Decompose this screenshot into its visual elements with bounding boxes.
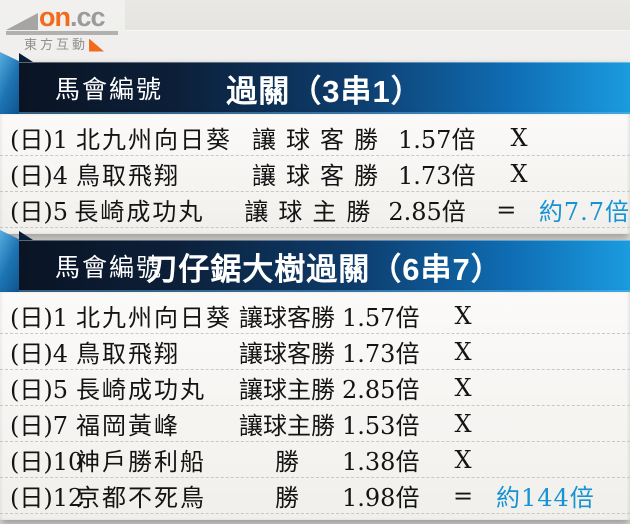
- table-row: (日)7 福岡黃峰 讓球主勝 1.53倍 X: [0, 406, 630, 442]
- team-name: 北九州向日葵: [76, 304, 232, 332]
- multiply-mark: X: [454, 409, 472, 438]
- team-name: 長崎成功丸: [76, 376, 206, 404]
- multiply-mark: X: [510, 159, 528, 188]
- odds-value: 1.98倍: [342, 484, 420, 512]
- ribbon-fold-top: [19, 231, 33, 240]
- team-name: 鳥取飛翔: [76, 340, 180, 368]
- bet-type: 讓球客勝: [239, 340, 335, 368]
- match-number: (日)1: [10, 304, 68, 332]
- table-row: (日)1 北九州向日葵 讓球客勝 1.57倍 X: [0, 120, 630, 156]
- table-row: (日)1 北九州向日葵 讓球客勝 1.57倍 X: [0, 298, 630, 334]
- oncc-logo[interactable]: on .cc 東方互動: [6, 2, 136, 53]
- table-row: (日)12 京都不死鳥 勝 1.98倍 = 約144倍: [0, 478, 630, 514]
- match-number: (日)7: [10, 412, 68, 440]
- table-header-band: 馬會編號 過關（3串1）: [0, 52, 630, 128]
- multiply-mark: X: [510, 123, 528, 152]
- ribbon-tail: [0, 52, 19, 128]
- multiply-mark: X: [454, 337, 472, 366]
- multiply-mark: X: [454, 373, 472, 402]
- bet-type: 讓球客勝: [239, 304, 335, 332]
- odds-value: 1.73倍: [342, 340, 420, 368]
- accumulated-odds: 約144倍: [496, 484, 595, 512]
- odds-value: 1.38倍: [342, 448, 420, 476]
- odds-value: 2.85倍: [342, 376, 420, 404]
- bet-type: 讓球主勝: [244, 198, 381, 226]
- match-number: (日)10: [10, 448, 84, 476]
- team-name: 福岡黃峰: [76, 412, 180, 440]
- match-number: (日)12: [10, 484, 84, 512]
- odds-value: 1.53倍: [342, 412, 420, 440]
- team-name: 北九州向日葵: [76, 126, 232, 154]
- logo-subtitle: 東方互動: [24, 37, 89, 52]
- logo-triangle-icon: [6, 13, 38, 30]
- table-row: (日)5 長崎成功丸 讓球主勝 2.85倍 = 約7.7倍: [0, 192, 630, 228]
- table-header-band: 馬會編號 刀仔鋸大樹過關（6串7）: [0, 230, 630, 306]
- bet-type: 讓球客勝: [252, 162, 388, 190]
- table-body: (日)1 北九州向日葵 讓球客勝 1.57倍 X (日)4 鳥取飛翔 讓球客勝 …: [0, 292, 630, 520]
- table-row: (日)4 鳥取飛翔 讓球客勝 1.73倍 X: [0, 156, 630, 192]
- team-name: 鳥取飛翔: [76, 162, 180, 190]
- equals-mark: =: [496, 195, 517, 224]
- multiply-mark: X: [454, 445, 472, 474]
- logo-subtitle-row: 東方互動: [24, 37, 136, 53]
- parlay-table-3x1: 馬會編號 過關（3串1） (日)1 北九州向日葵 讓球客勝 1.57倍 X (日…: [0, 52, 630, 234]
- table-row: (日)4 鳥取飛翔 讓球客勝 1.73倍 X: [0, 334, 630, 370]
- bet-type: 讓球主勝: [239, 376, 335, 404]
- match-number: (日)4: [10, 340, 68, 368]
- logo-text-on: on: [39, 2, 71, 32]
- ribbon-fold-top: [19, 53, 33, 62]
- table-body: (日)1 北九州向日葵 讓球客勝 1.57倍 X (日)4 鳥取飛翔 讓球客勝 …: [0, 114, 630, 234]
- accumulated-odds: 約7.7倍: [538, 198, 630, 226]
- team-name: 京都不死鳥: [76, 484, 206, 512]
- multiply-mark: X: [454, 301, 472, 330]
- top-strip: on .cc 東方互動: [0, 0, 630, 52]
- logo-orange-triangle-icon: [89, 38, 105, 52]
- bet-type: 讓球客勝: [252, 126, 388, 154]
- odds-value: 1.57倍: [398, 126, 476, 154]
- column-header-jockey-club-number: 馬會編號: [55, 76, 164, 104]
- bet-type: 讓球主勝: [239, 412, 335, 440]
- match-number: (日)4: [10, 162, 68, 190]
- logo-wordmark: on .cc: [6, 2, 118, 35]
- logo-text-cc: .cc: [70, 2, 106, 32]
- equals-mark: =: [452, 481, 474, 510]
- odds-value: 1.57倍: [342, 304, 420, 332]
- parlay-table-6x7: 馬會編號 刀仔鋸大樹過關（6串7） (日)1 北九州向日葵 讓球客勝 1.57倍…: [0, 230, 630, 520]
- bet-type: 勝: [275, 484, 299, 512]
- table-title: 過關（3串1）: [226, 73, 423, 109]
- odds-value: 2.85倍: [388, 198, 466, 226]
- match-number: (日)1: [10, 126, 68, 154]
- table-row: (日)5 長崎成功丸 讓球主勝 2.85倍 X: [0, 370, 630, 406]
- bet-type: 勝: [275, 448, 299, 476]
- ribbon-tail: [0, 230, 19, 306]
- team-name: 長崎成功丸: [74, 198, 205, 226]
- team-name: 神戶勝利船: [76, 448, 206, 476]
- column-header-jockey-club-number: 馬會編號: [55, 254, 164, 282]
- table-row: (日)10 神戶勝利船 勝 1.38倍 X: [0, 442, 630, 478]
- match-number: (日)5: [10, 376, 68, 404]
- table-title: 刀仔鋸大樹過關（6串7）: [146, 251, 503, 287]
- match-number: (日)5: [10, 198, 68, 226]
- odds-value: 1.73倍: [398, 162, 476, 190]
